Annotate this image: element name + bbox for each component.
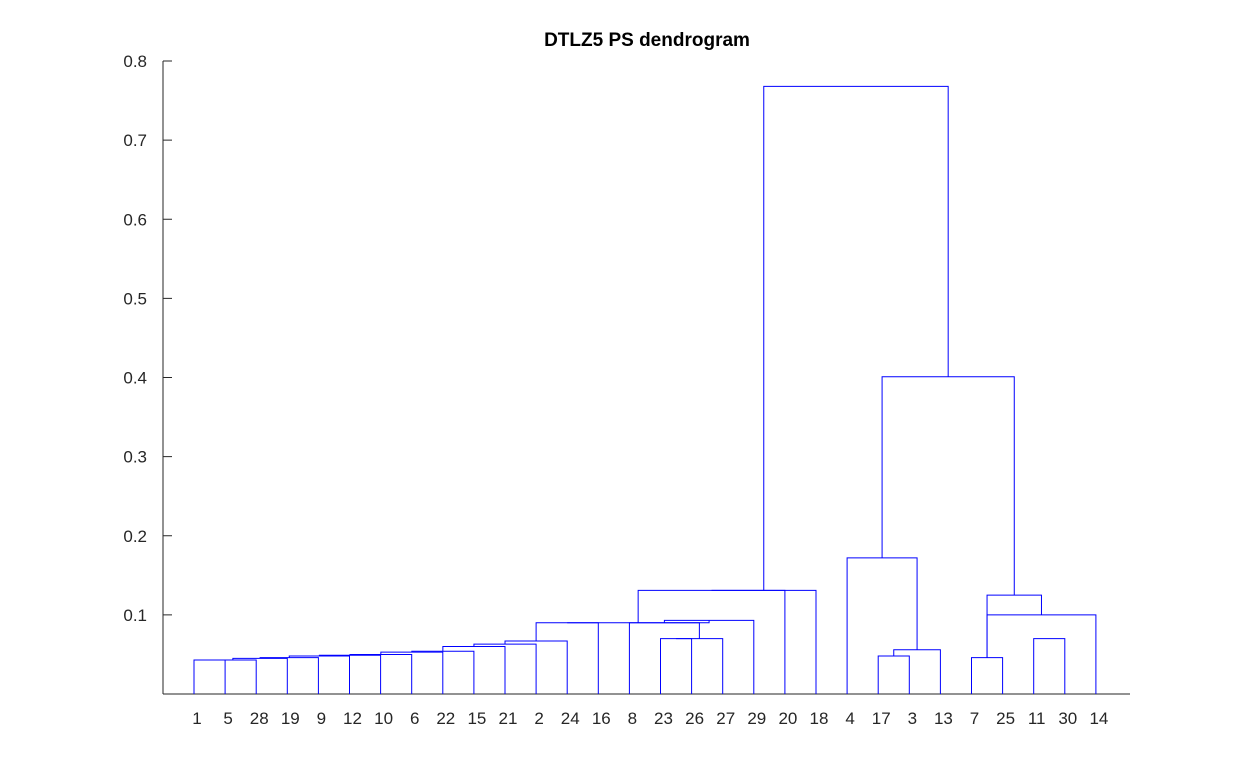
- y-tick-label: 0.3: [123, 448, 147, 467]
- dendrogram-link: [986, 614, 1097, 694]
- x-tick-label: 11: [1028, 709, 1046, 728]
- x-tick-label: 18: [810, 709, 829, 728]
- y-tick-label: 0.8: [123, 52, 147, 71]
- dendrogram-link: [711, 589, 817, 694]
- x-tick-label: 22: [436, 709, 455, 728]
- x-tick-label: 5: [223, 709, 232, 728]
- x-tick-label: 10: [374, 709, 393, 728]
- dendrogram-link: [232, 657, 288, 694]
- y-tick-label: 0.7: [123, 131, 147, 150]
- dendrogram-links: [193, 85, 1097, 694]
- dendrogram-link: [846, 557, 918, 694]
- x-tick-label: 28: [250, 709, 269, 728]
- x-tick-label: 1: [192, 709, 201, 728]
- x-tick-label: 25: [996, 709, 1015, 728]
- x-tick-label: 17: [872, 709, 891, 728]
- x-tick-label: 3: [908, 709, 917, 728]
- x-tick-label: 20: [778, 709, 797, 728]
- dendrogram-link: [318, 654, 382, 694]
- y-tick-label: 0.2: [123, 527, 147, 546]
- x-tick-label: 29: [747, 709, 766, 728]
- x-tick-label: 14: [1089, 709, 1108, 728]
- dendrogram-link: [288, 655, 350, 694]
- x-tick-label: 13: [934, 709, 953, 728]
- x-tick-label: 4: [845, 709, 854, 728]
- dendrogram-link: [663, 619, 755, 694]
- dendrogram-link: [349, 653, 413, 694]
- x-tick-label: 24: [561, 709, 580, 728]
- dendrogram-link: [193, 659, 226, 694]
- dendrogram-link: [986, 594, 1042, 658]
- x-tick-label: 2: [534, 709, 543, 728]
- chart-title: DTLZ5 PS dendrogram: [544, 30, 750, 51]
- dendrogram-link: [567, 620, 710, 624]
- dendrogram-link: [971, 657, 1004, 694]
- x-tick-label: 30: [1058, 709, 1077, 728]
- x-tick-label: 19: [281, 709, 300, 728]
- axes: [162, 60, 1130, 695]
- dendrogram-link: [628, 622, 700, 694]
- dendrogram-link: [1033, 638, 1066, 694]
- y-tick-label: 0.6: [123, 210, 147, 229]
- y-tick-label: 0.1: [123, 606, 147, 625]
- x-tick-label: 21: [499, 709, 518, 728]
- x-tick-label: 7: [970, 709, 979, 728]
- dendrogram-link: [259, 657, 319, 694]
- y-tick-label: 0.5: [123, 289, 147, 308]
- y-tick-label: 0.4: [123, 369, 147, 388]
- dendrogram-link: [209, 659, 257, 694]
- dendrogram-link: [881, 376, 1015, 596]
- x-tick-label: 9: [317, 709, 326, 728]
- dendrogram-link: [763, 85, 949, 591]
- dendrogram-link: [877, 655, 910, 694]
- x-tick-label: 16: [592, 709, 611, 728]
- x-tick-label: 12: [343, 709, 362, 728]
- x-tick-label: 26: [685, 709, 704, 728]
- dendrogram-link: [676, 638, 724, 694]
- x-tick-label: 15: [467, 709, 486, 728]
- x-tick-label: 8: [628, 709, 637, 728]
- dendrogram-link: [380, 651, 444, 694]
- dendrogram-link: [660, 638, 693, 694]
- x-tick-label: 6: [410, 709, 419, 728]
- tick-labels: 0.10.20.30.40.50.60.70.81 5 28 19 9 12 10 6 22 15…: [123, 52, 1108, 728]
- dendrogram-link: [411, 650, 475, 694]
- x-tick-label: 23: [654, 709, 673, 728]
- x-tick-label: 27: [716, 709, 735, 728]
